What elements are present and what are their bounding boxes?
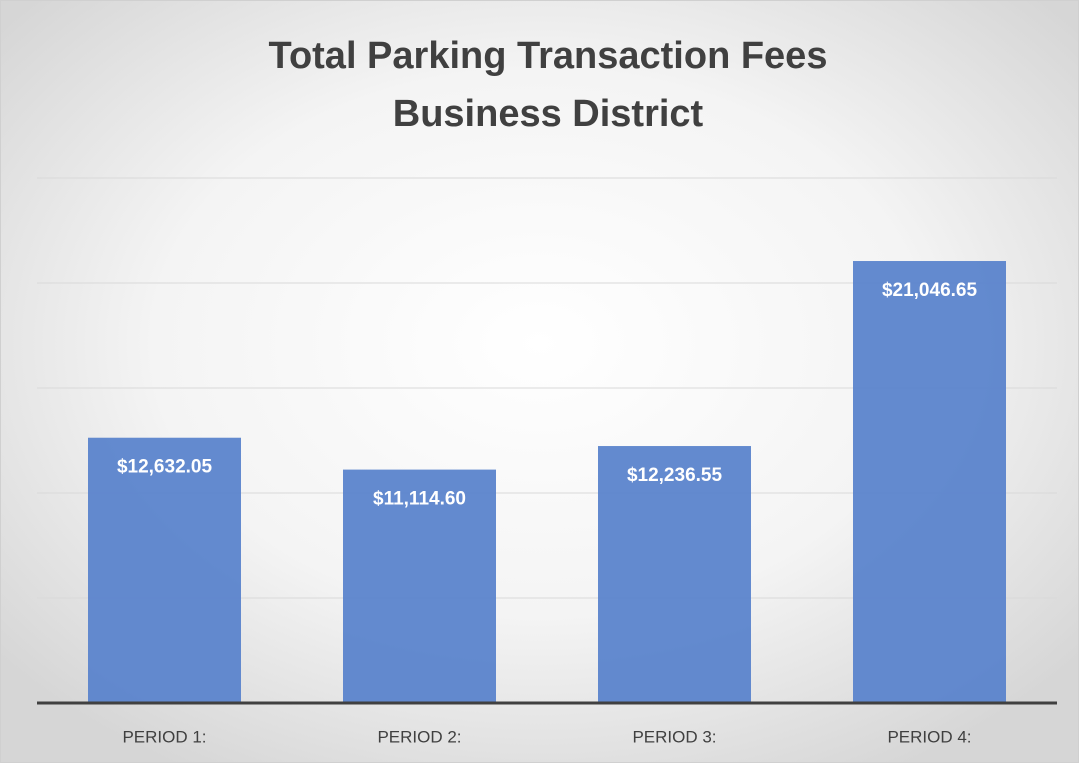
value-label: $11,114.60 — [373, 489, 466, 510]
chart-subtitle: Business District — [393, 93, 704, 135]
value-label: $12,236.55 — [627, 465, 723, 486]
x-tick-label: PERIOD 1: — [122, 727, 206, 746]
bar — [598, 446, 751, 703]
bar — [343, 469, 496, 703]
bar — [88, 437, 241, 703]
x-tick-label: PERIOD 2: — [377, 727, 461, 746]
value-label: $21,046.65 — [882, 280, 978, 301]
chart-title: Total Parking Transaction Fees — [269, 35, 828, 77]
x-tick-label: PERIOD 3: — [632, 727, 716, 746]
bar — [853, 261, 1006, 703]
x-tick-label: PERIOD 4: — [887, 727, 971, 746]
value-label: $12,632.05 — [117, 457, 213, 478]
